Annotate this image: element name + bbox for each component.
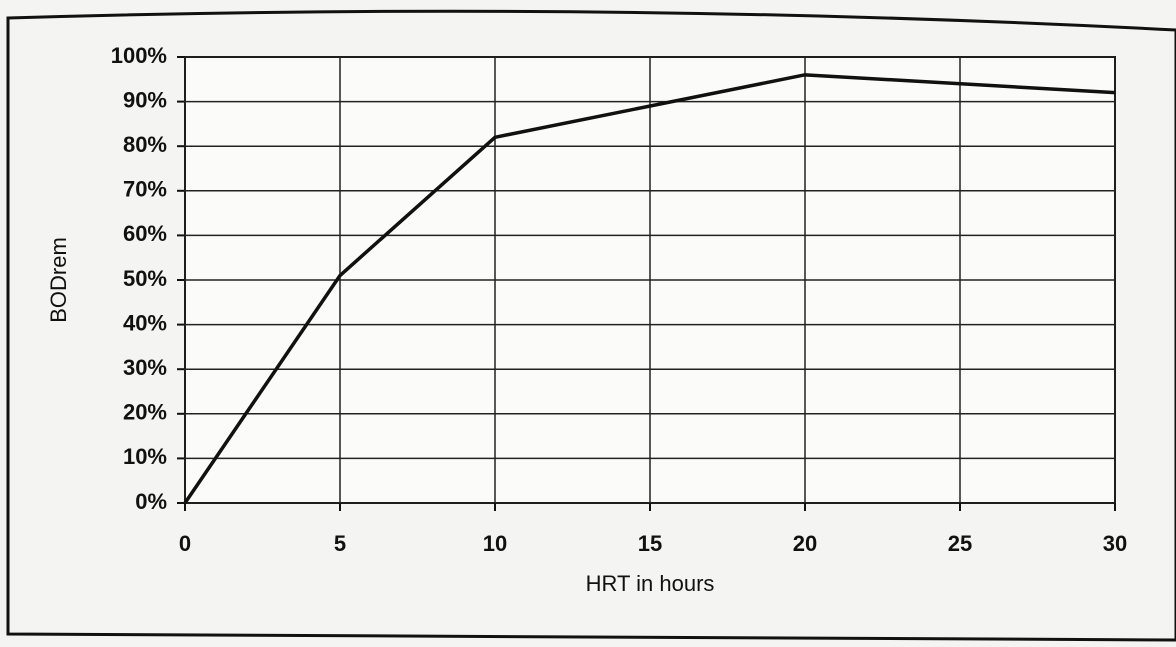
y-tick-label: 90% bbox=[123, 87, 167, 112]
y-tick-label: 100% bbox=[111, 43, 167, 68]
x-tick-label: 25 bbox=[948, 531, 972, 556]
frame bbox=[6, 9, 1176, 642]
y-tick-label: 40% bbox=[123, 310, 167, 335]
y-tick-label: 50% bbox=[123, 266, 167, 291]
y-tick-label: 10% bbox=[123, 444, 167, 469]
y-tick-label: 0% bbox=[135, 489, 167, 514]
x-tick-label: 20 bbox=[793, 531, 817, 556]
x-axis-title: HRT in hours bbox=[586, 571, 715, 596]
x-tick-label: 5 bbox=[334, 531, 346, 556]
x-tick-label: 30 bbox=[1103, 531, 1127, 556]
y-tick-label: 30% bbox=[123, 355, 167, 380]
x-tick-label: 0 bbox=[179, 531, 191, 556]
y-tick-label: 80% bbox=[123, 132, 167, 157]
x-tick-label: 10 bbox=[483, 531, 507, 556]
data-line bbox=[183, 73, 1116, 504]
y-tick-label: 60% bbox=[123, 221, 167, 246]
y-tick-label: 70% bbox=[123, 177, 167, 202]
y-axis-title: BODrem bbox=[46, 237, 71, 323]
x-tick-label: 15 bbox=[638, 531, 662, 556]
y-tick-label: 20% bbox=[123, 400, 167, 425]
